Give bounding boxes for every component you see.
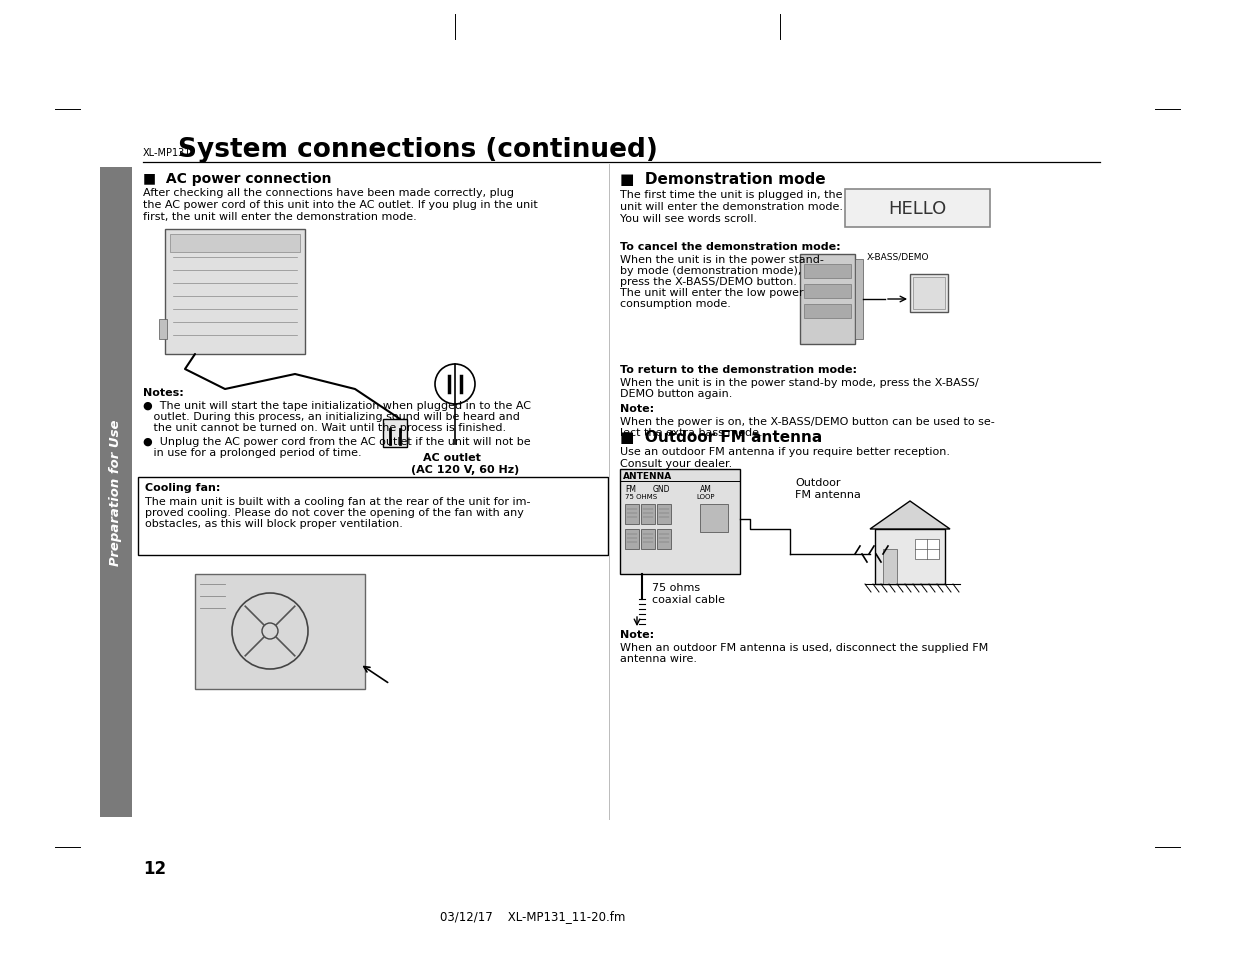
Bar (625, 530, 638, 550)
Text: The unit will enter the low power: The unit will enter the low power (620, 288, 804, 297)
Text: Note:: Note: (620, 629, 655, 639)
Text: X-BASS/DEMO: X-BASS/DEMO (867, 253, 930, 262)
Text: by mode (demonstration mode),: by mode (demonstration mode), (620, 266, 802, 275)
Text: the AC power cord of this unit into the AC outlet. If you plug in the unit: the AC power cord of this unit into the … (143, 200, 537, 210)
Text: obstacles, as this will block proper ventilation.: obstacles, as this will block proper ven… (144, 518, 403, 529)
Bar (195, 575, 366, 689)
Text: Notes:: Notes: (143, 388, 184, 397)
Text: ■  Outdoor FM antenna: ■ Outdoor FM antenna (620, 430, 823, 444)
Text: Outdoor: Outdoor (795, 477, 841, 488)
Bar (625, 504, 638, 524)
Bar (876, 530, 945, 584)
Text: unit will enter the demonstration mode.: unit will enter the demonstration mode. (620, 202, 844, 212)
Text: the unit cannot be turned on. Wait until the process is finished.: the unit cannot be turned on. Wait until… (143, 422, 506, 433)
Text: AC outlet: AC outlet (424, 453, 480, 462)
Text: FM: FM (625, 484, 636, 494)
Text: AM: AM (700, 484, 711, 494)
Text: ■  AC power connection: ■ AC power connection (143, 172, 331, 186)
Text: Note:: Note: (620, 403, 655, 414)
Bar (641, 530, 655, 550)
Text: To cancel the demonstration mode:: To cancel the demonstration mode: (620, 242, 841, 252)
Bar (383, 419, 408, 448)
Bar (657, 530, 671, 550)
Bar (700, 504, 727, 533)
Bar (100, 168, 132, 817)
Bar (620, 470, 740, 575)
Bar (913, 277, 945, 310)
Bar (138, 477, 608, 556)
Bar (800, 254, 855, 345)
Text: FM antenna: FM antenna (795, 490, 861, 499)
Text: in use for a prolonged period of time.: in use for a prolonged period of time. (143, 448, 362, 457)
Text: ●  Unplug the AC power cord from the AC outlet if the unit will not be: ● Unplug the AC power cord from the AC o… (143, 436, 531, 447)
Text: When the unit is in the power stand-: When the unit is in the power stand- (620, 254, 824, 265)
Text: Preparation for Use: Preparation for Use (110, 419, 122, 566)
Text: Consult your dealer.: Consult your dealer. (620, 458, 732, 469)
Text: outlet. During this process, an initializing sound will be heard and: outlet. During this process, an initiali… (143, 412, 520, 421)
Bar (170, 234, 300, 253)
Text: When an outdoor FM antenna is used, disconnect the supplied FM: When an outdoor FM antenna is used, disc… (620, 642, 988, 652)
Text: ANTENNA: ANTENNA (622, 472, 672, 480)
Bar (804, 305, 851, 318)
Text: GND: GND (653, 484, 671, 494)
Text: coaxial cable: coaxial cable (652, 595, 725, 604)
Text: XL-MP131: XL-MP131 (143, 148, 191, 158)
Bar (641, 504, 655, 524)
Bar (910, 274, 948, 313)
Text: ■  Demonstration mode: ■ Demonstration mode (620, 172, 826, 187)
Text: press the X-BASS/DEMO button.: press the X-BASS/DEMO button. (620, 276, 797, 287)
Text: (AC 120 V, 60 Hz): (AC 120 V, 60 Hz) (411, 464, 519, 475)
Bar (855, 260, 863, 339)
Text: You will see words scroll.: You will see words scroll. (620, 213, 757, 224)
Text: proved cooling. Please do not cover the opening of the fan with any: proved cooling. Please do not cover the … (144, 507, 524, 517)
Text: 03/12/17    XL-MP131_11-20.fm: 03/12/17 XL-MP131_11-20.fm (440, 909, 625, 923)
Bar (845, 190, 990, 228)
Bar (657, 504, 671, 524)
Text: LOOP: LOOP (697, 494, 715, 499)
Text: The main unit is built with a cooling fan at the rear of the unit for im-: The main unit is built with a cooling fa… (144, 497, 531, 506)
Text: 75 ohms: 75 ohms (652, 582, 700, 593)
Text: Use an outdoor FM antenna if you require better reception.: Use an outdoor FM antenna if you require… (620, 447, 950, 456)
Text: ●  The unit will start the tape initialization when plugged in to the AC: ● The unit will start the tape initializ… (143, 400, 531, 411)
Bar (804, 285, 851, 298)
Text: 12: 12 (143, 859, 167, 877)
Text: HELLO: HELLO (888, 200, 946, 218)
Text: DEMO button again.: DEMO button again. (620, 389, 732, 398)
Text: 75 OHMS: 75 OHMS (625, 494, 657, 499)
Text: consumption mode.: consumption mode. (620, 298, 731, 309)
Bar (165, 230, 305, 355)
Text: Cooling fan:: Cooling fan: (144, 482, 220, 493)
Text: After checking all the connections have been made correctly, plug: After checking all the connections have … (143, 188, 514, 198)
Polygon shape (869, 501, 950, 530)
Text: When the power is on, the X-BASS/DEMO button can be used to se-: When the power is on, the X-BASS/DEMO bu… (620, 416, 994, 427)
Text: antenna wire.: antenna wire. (620, 654, 697, 663)
Bar (804, 265, 851, 278)
Text: lect the extra bass mode.: lect the extra bass mode. (620, 428, 763, 437)
Bar (883, 550, 897, 584)
Bar (915, 539, 939, 559)
Text: System connections (continued): System connections (continued) (178, 137, 658, 163)
Text: The first time the unit is plugged in, the: The first time the unit is plugged in, t… (620, 190, 842, 200)
Text: When the unit is in the power stand-by mode, press the X-BASS/: When the unit is in the power stand-by m… (620, 377, 979, 388)
Text: first, the unit will enter the demonstration mode.: first, the unit will enter the demonstra… (143, 212, 416, 222)
Bar (159, 319, 167, 339)
Text: To return to the demonstration mode:: To return to the demonstration mode: (620, 365, 857, 375)
